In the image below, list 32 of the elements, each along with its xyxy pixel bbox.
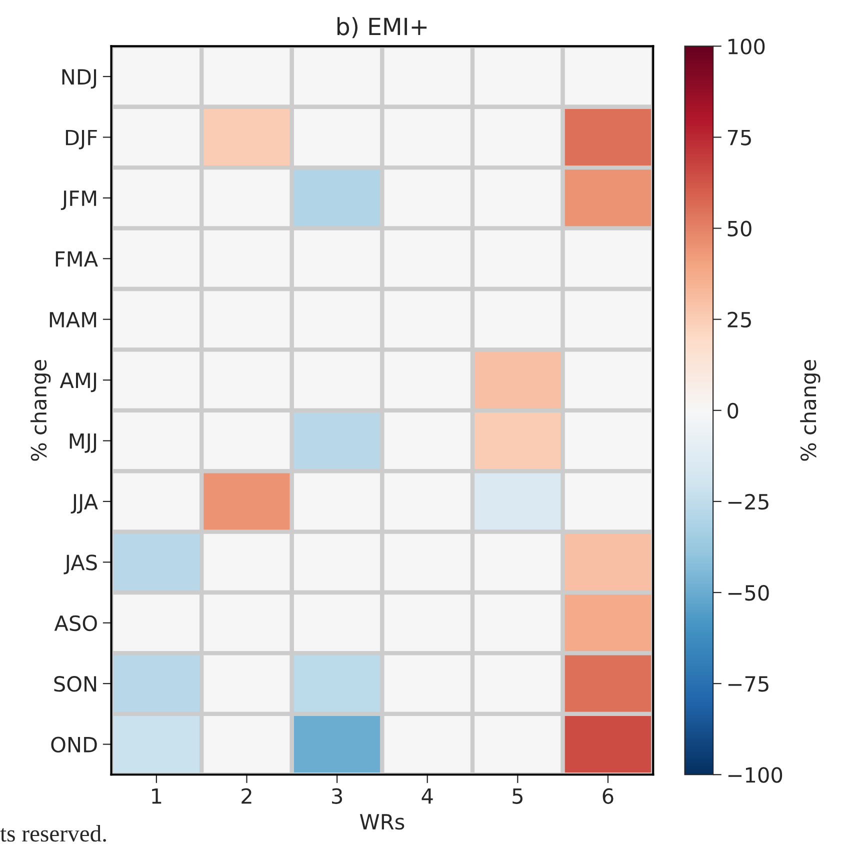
color-bar-title: % change: [800, 360, 820, 461]
y-tick-label: JJA: [70, 494, 98, 514]
x-tick-label: 3: [332, 788, 342, 804]
x-tick-label: 6: [602, 788, 614, 804]
x-tick-label: 5: [512, 788, 522, 804]
chart-title: b) EMI+: [337, 17, 427, 38]
x-tick-label: 4: [422, 788, 433, 804]
x-tick-label: 2: [242, 788, 252, 804]
y-axis-title: % change: [30, 360, 51, 461]
color-bar-label: 0: [728, 402, 738, 419]
y-tick-label: MAM: [50, 312, 96, 328]
y-tick-label: NDJ: [62, 69, 96, 89]
y-tick-label: MJJ: [70, 433, 96, 453]
y-tick-label: DJF: [66, 130, 97, 150]
y-tick-label: JAS: [64, 554, 97, 574]
y-tick-label: ASO: [54, 615, 97, 632]
y-tick-label: JFM: [60, 190, 96, 210]
y-tick-label: AMJ: [60, 372, 96, 392]
y-tick-label: OND: [51, 736, 97, 752]
color-bar-label: 75: [728, 130, 751, 146]
color-bar-label: 50: [728, 220, 752, 236]
x-axis-title: WRs: [360, 814, 404, 830]
color-bar-label: −50: [728, 584, 769, 601]
color-bar-label: 25: [728, 312, 751, 328]
y-tick-label: SON: [54, 676, 96, 692]
text: ts reserved.: [0, 825, 106, 842]
y-tick-label: FMA: [56, 251, 98, 267]
x-tick-label: 1: [152, 788, 162, 804]
color-bar-label: 100: [728, 38, 765, 54]
color-bar-label: −75: [728, 676, 768, 692]
color-bar-label: −100: [728, 767, 782, 783]
color-bar-label: −25: [728, 494, 768, 510]
